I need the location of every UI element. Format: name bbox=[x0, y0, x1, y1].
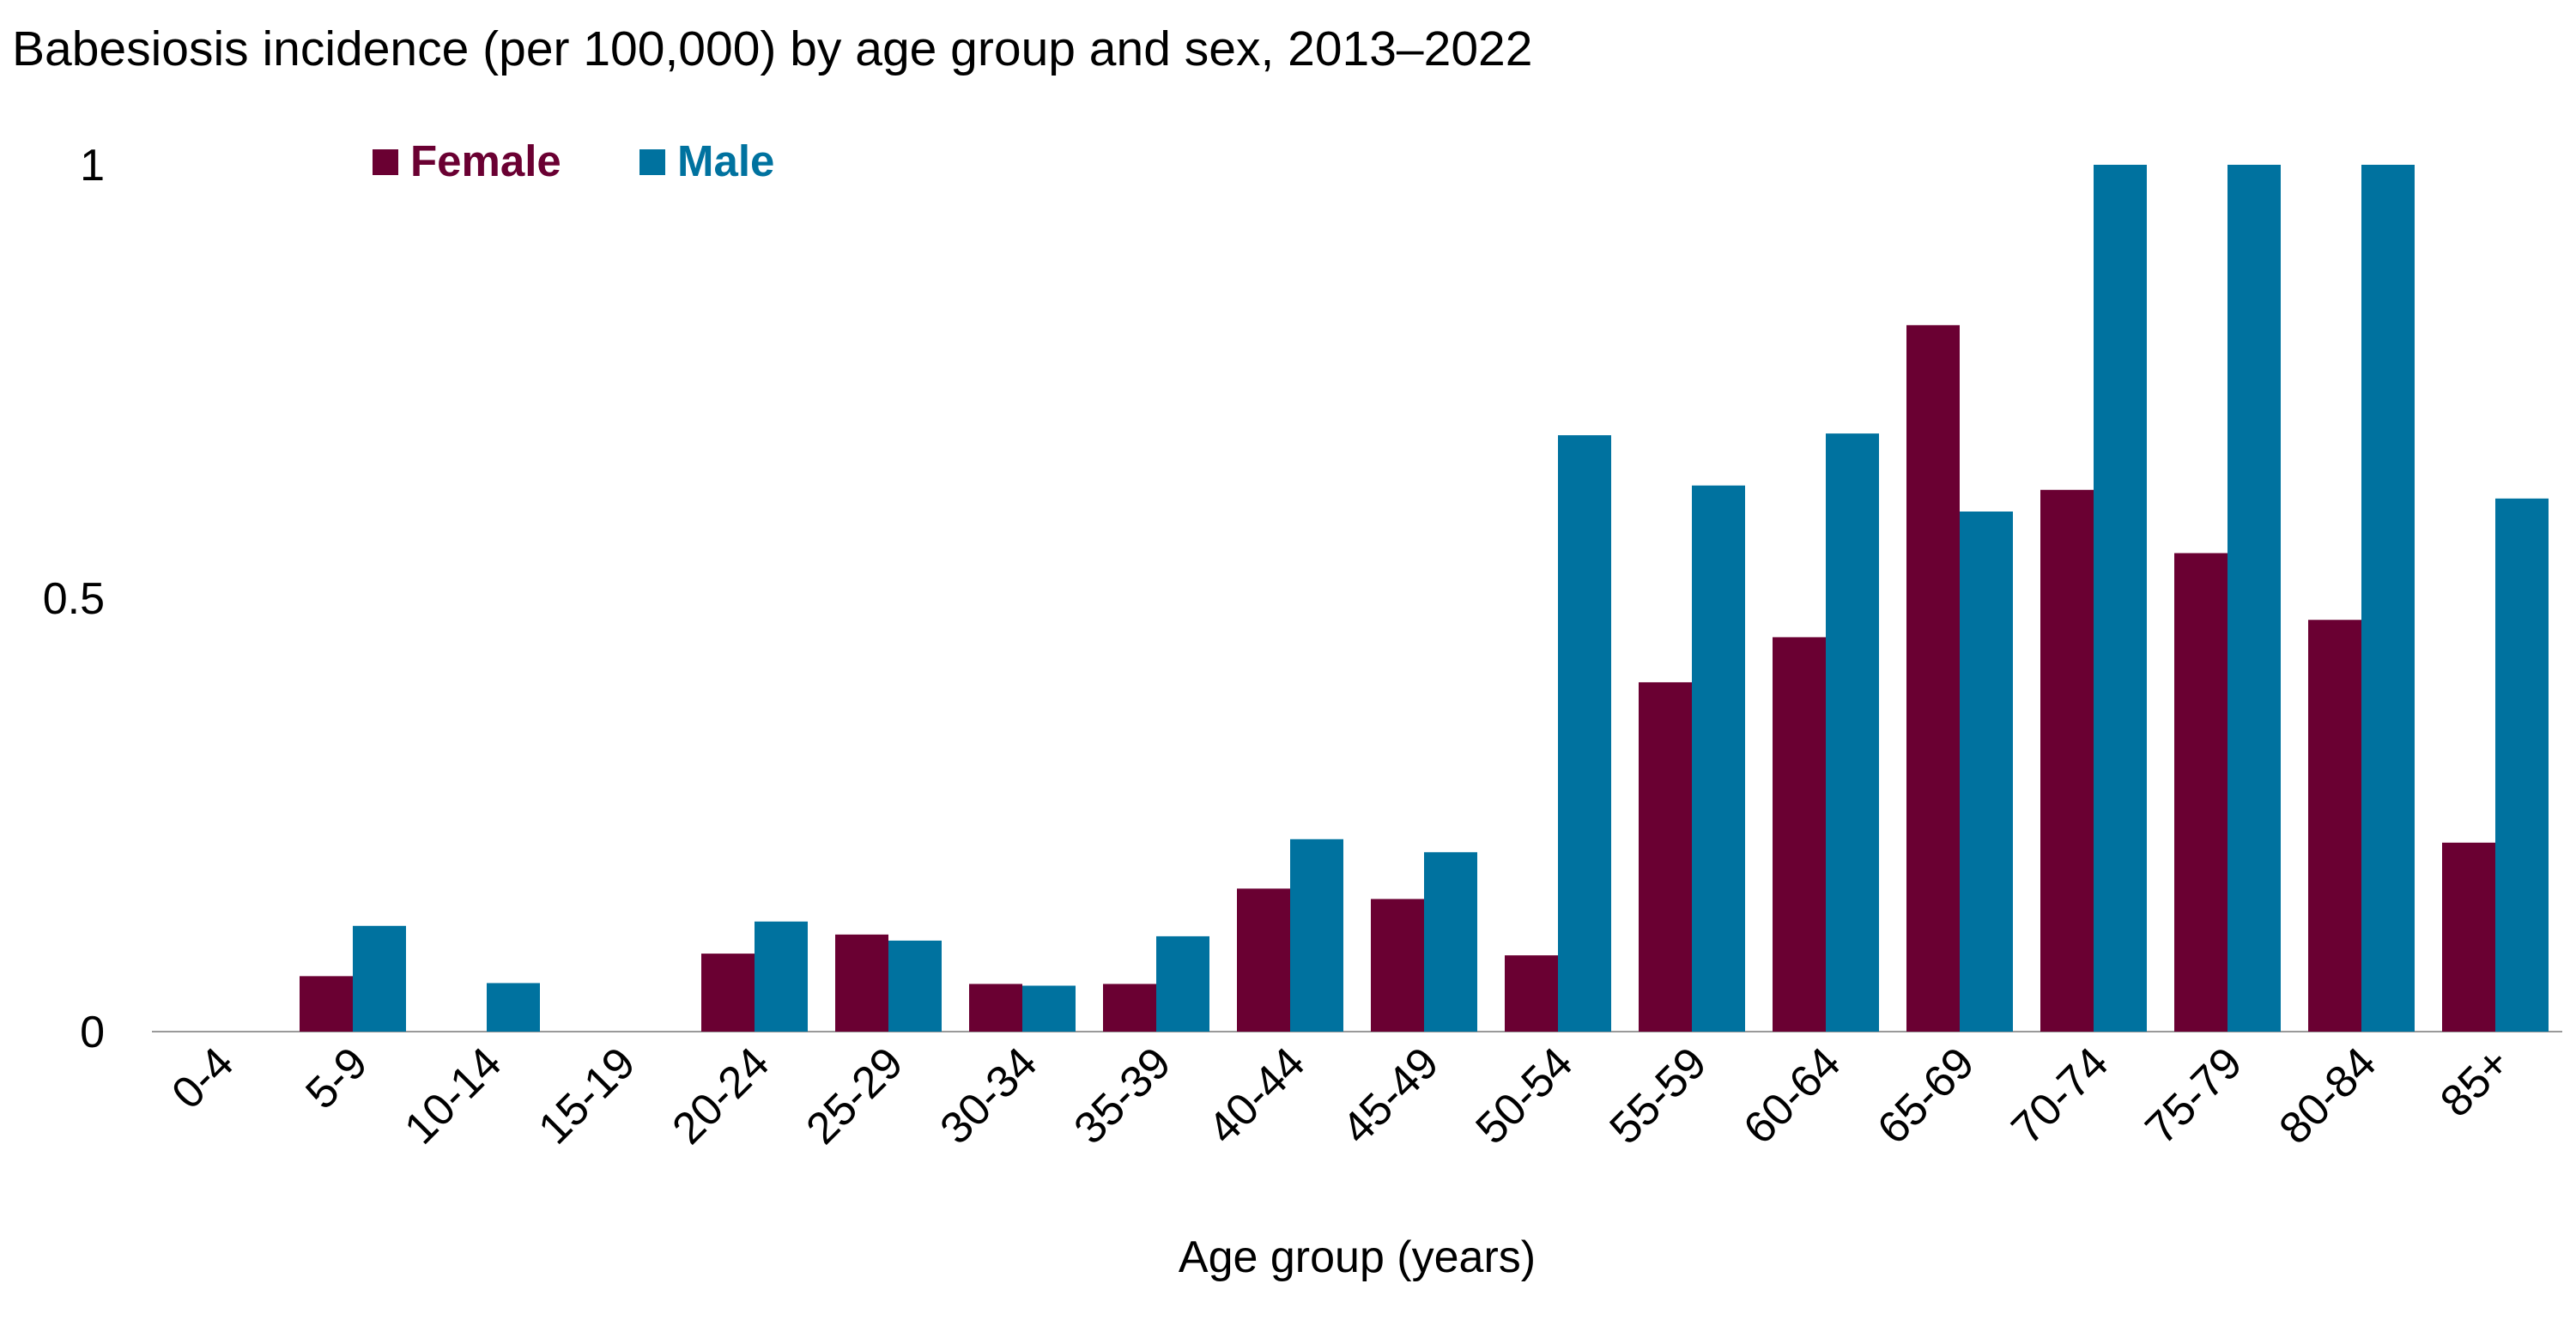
bar-male-55-59 bbox=[1692, 485, 1745, 1032]
y-axis: 00.51 bbox=[43, 141, 105, 1057]
x-tick-label: 80-84 bbox=[2270, 1038, 2385, 1153]
x-tick-label: 10-14 bbox=[395, 1038, 511, 1153]
x-tick-label: 60-64 bbox=[1734, 1038, 1850, 1153]
bar-female-50-54 bbox=[1505, 955, 1558, 1032]
legend: Female Male bbox=[373, 136, 774, 185]
legend-label-male: Male bbox=[677, 136, 774, 185]
x-tick-label: 30-34 bbox=[930, 1038, 1046, 1153]
bar-female-75-79 bbox=[2174, 553, 2227, 1032]
x-tick-label: 45-49 bbox=[1332, 1038, 1448, 1153]
bar-male-65-69 bbox=[1960, 512, 2013, 1032]
x-axis-label: Age group (years) bbox=[1179, 1232, 1536, 1282]
bar-female-70-74 bbox=[2040, 489, 2094, 1032]
bar-male-25-29 bbox=[888, 940, 942, 1032]
legend-swatch-male bbox=[639, 149, 665, 175]
bar-male-50-54 bbox=[1558, 435, 1611, 1032]
bar-female-80-84 bbox=[2308, 620, 2361, 1032]
x-tick-label: 65-69 bbox=[1868, 1038, 1984, 1153]
y-tick-label: 0 bbox=[80, 1008, 105, 1057]
bar-female-25-29 bbox=[835, 934, 888, 1032]
bar-male-40-44 bbox=[1290, 839, 1343, 1032]
bar-female-85+ bbox=[2442, 842, 2495, 1032]
bar-male-85+ bbox=[2495, 498, 2549, 1032]
bar-male-20-24 bbox=[755, 921, 808, 1032]
x-tick-label: 20-24 bbox=[663, 1038, 779, 1153]
bar-female-20-24 bbox=[701, 954, 755, 1032]
bar-female-30-34 bbox=[969, 984, 1022, 1032]
x-tick-label: 40-44 bbox=[1198, 1038, 1314, 1153]
x-tick-label: 15-19 bbox=[529, 1038, 645, 1153]
bar-male-80-84 bbox=[2361, 165, 2415, 1032]
bar-male-45-49 bbox=[1424, 851, 1477, 1032]
bar-female-60-64 bbox=[1773, 637, 1826, 1032]
legend-label-female: Female bbox=[410, 136, 561, 185]
bar-male-70-74 bbox=[2094, 165, 2147, 1032]
bar-female-65-69 bbox=[1906, 324, 1960, 1032]
bar-female-45-49 bbox=[1371, 899, 1424, 1032]
bar-female-40-44 bbox=[1237, 888, 1290, 1032]
chart-title: Babesiosis incidence (per 100,000) by ag… bbox=[12, 21, 1532, 76]
x-tick-label: 35-39 bbox=[1064, 1038, 1180, 1153]
y-tick-label: 1 bbox=[80, 141, 105, 191]
x-axis: 0-4 5-9 10-14 15-19 20-24 25-29 30-34 35-39 40-4… bbox=[162, 1038, 2519, 1153]
y-tick-label: 0.5 bbox=[43, 574, 105, 624]
x-tick-label: 0-4 bbox=[162, 1038, 243, 1118]
bar-female-55-59 bbox=[1639, 681, 1692, 1032]
bar-male-10-14 bbox=[487, 983, 540, 1032]
x-tick-label: 55-59 bbox=[1600, 1038, 1716, 1153]
legend-swatch-female bbox=[373, 149, 398, 175]
bar-female-5-9 bbox=[300, 976, 353, 1032]
bar-female-35-39 bbox=[1103, 984, 1156, 1032]
bar-male-5-9 bbox=[353, 925, 406, 1032]
bar-male-35-39 bbox=[1156, 936, 1209, 1032]
x-tick-label: 50-54 bbox=[1466, 1038, 1582, 1153]
x-tick-label: 5-9 bbox=[296, 1038, 377, 1118]
bar-male-60-64 bbox=[1826, 433, 1879, 1032]
bar-male-75-79 bbox=[2227, 165, 2281, 1032]
x-tick-label: 25-29 bbox=[797, 1038, 912, 1153]
bar-male-30-34 bbox=[1022, 985, 1076, 1032]
bars bbox=[300, 165, 2549, 1032]
x-tick-label: 70-74 bbox=[2002, 1038, 2118, 1153]
x-tick-label: 85+ bbox=[2431, 1038, 2519, 1126]
x-tick-label: 75-79 bbox=[2136, 1038, 2252, 1153]
